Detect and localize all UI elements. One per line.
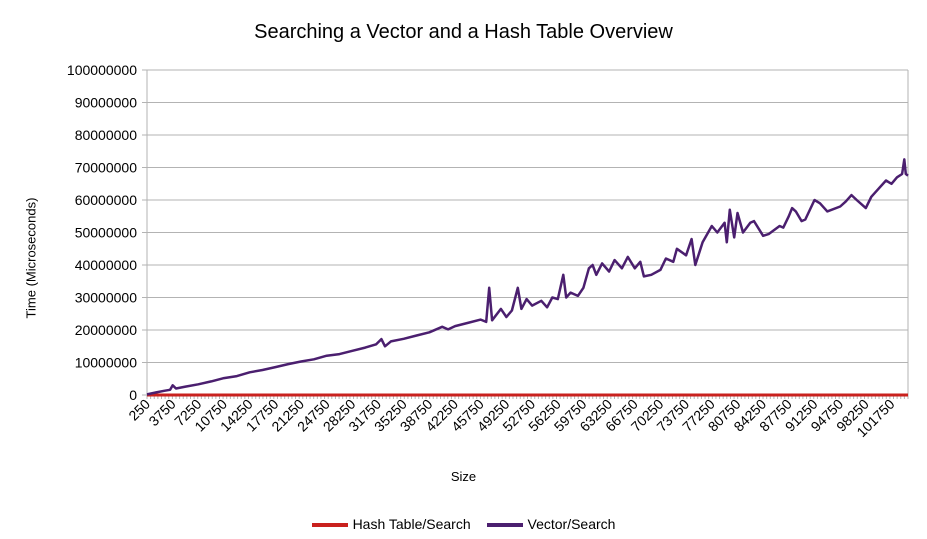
legend-label-hash-table: Hash Table/Search	[352, 516, 471, 532]
x-tick-label: 3750	[145, 396, 178, 429]
y-tick-label: 90000000	[75, 95, 138, 111]
y-tick-label: 50000000	[75, 225, 138, 241]
y-tick-label: 80000000	[75, 127, 138, 143]
y-tick-label: 100000000	[67, 62, 137, 78]
legend-swatch-hash-table	[311, 523, 348, 528]
y-tick-label: 70000000	[75, 160, 138, 176]
legend-entry-vector: Vector/Search	[486, 516, 616, 532]
series-line-vector-search	[146, 158, 909, 396]
y-tick-label: 0	[129, 387, 137, 403]
legend-swatch-vector	[486, 523, 523, 528]
y-tick-label: 60000000	[75, 192, 138, 208]
y-tick-label: 10000000	[75, 355, 138, 371]
y-tick-label: 40000000	[75, 257, 138, 273]
y-tick-label: 20000000	[75, 322, 138, 338]
y-axis-label: Time (Microseconds)	[23, 197, 39, 319]
y-tick-label: 30000000	[75, 290, 138, 306]
x-axis-label: Size	[450, 469, 477, 484]
legend-entry-hash-table: Hash Table/Search	[311, 516, 471, 532]
legend-label-vector: Vector/Search	[527, 516, 616, 532]
chart-title: Searching a Vector and a Hash Table Over…	[254, 21, 673, 43]
legend: Hash Table/Search Vector/Search	[0, 516, 927, 532]
